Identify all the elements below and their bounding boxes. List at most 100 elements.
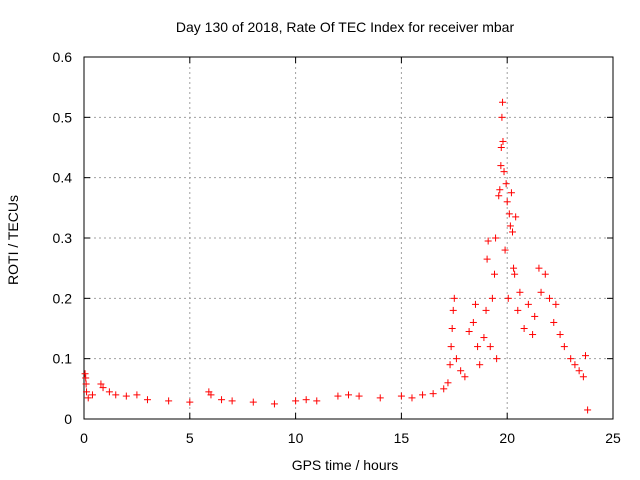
data-point — [397, 392, 405, 400]
y-tick-label: 0 — [64, 411, 72, 427]
data-point — [143, 396, 151, 404]
data-point — [541, 270, 549, 278]
grid-lines — [84, 57, 613, 419]
data-point — [571, 361, 579, 369]
data-point — [165, 397, 173, 405]
data-point — [486, 343, 494, 351]
data-point — [535, 264, 543, 272]
data-point — [218, 396, 226, 404]
data-point — [550, 318, 558, 326]
data-point — [429, 390, 437, 398]
data-point — [355, 392, 363, 400]
data-point — [474, 343, 482, 351]
data-point — [476, 361, 484, 369]
y-tick-label: 0.2 — [53, 290, 73, 306]
data-point — [440, 385, 448, 393]
data-point — [579, 373, 587, 381]
data-point — [581, 352, 589, 360]
x-tick-label: 15 — [394, 430, 410, 446]
data-point — [447, 343, 455, 351]
y-tick-label: 0.5 — [53, 109, 73, 125]
chart-title: Day 130 of 2018, Rate Of TEC Index for r… — [176, 19, 515, 35]
data-point — [531, 312, 539, 320]
data-point — [99, 384, 107, 392]
data-point — [502, 180, 510, 188]
data-point — [82, 380, 90, 388]
data-point — [499, 98, 507, 106]
data-point — [270, 400, 278, 408]
data-point — [419, 391, 427, 399]
data-point — [302, 396, 310, 404]
x-axis-label: GPS time / hours — [292, 457, 399, 473]
data-point — [292, 397, 300, 405]
data-point — [584, 406, 592, 414]
data-point — [500, 168, 508, 176]
data-point — [529, 331, 537, 339]
data-point — [501, 246, 509, 254]
data-point — [556, 331, 564, 339]
data-point — [452, 355, 460, 363]
data-point — [207, 391, 215, 399]
data-point — [506, 222, 514, 230]
data-point — [546, 294, 554, 302]
y-tick-label: 0.3 — [53, 230, 73, 246]
data-point — [480, 334, 488, 342]
data-point — [444, 379, 452, 387]
data-point — [495, 192, 503, 200]
data-point — [511, 270, 519, 278]
data-point — [228, 397, 236, 405]
data-point — [469, 318, 477, 326]
data-point — [408, 394, 416, 402]
data-point — [482, 306, 490, 314]
data-point — [457, 367, 465, 375]
data-point — [508, 228, 516, 236]
data-point — [376, 394, 384, 402]
data-point — [483, 255, 491, 263]
data-point — [504, 294, 512, 302]
data-point — [496, 186, 504, 194]
data-point — [497, 144, 505, 151]
x-tick-label: 20 — [499, 430, 515, 446]
data-point — [491, 270, 499, 278]
data-point — [560, 343, 568, 351]
data-point — [567, 355, 575, 363]
data-point — [84, 394, 92, 402]
data-point — [186, 398, 194, 406]
y-axis-ticks: 0 0.1 0.2 0.3 0.4 0.5 0.6 — [53, 49, 613, 427]
data-point — [345, 391, 352, 399]
data-point — [497, 162, 505, 170]
data-point — [484, 237, 492, 245]
y-tick-label: 0.4 — [53, 170, 73, 186]
x-tick-label: 0 — [80, 430, 88, 446]
data-point — [83, 388, 91, 396]
data-point — [133, 391, 141, 399]
data-point — [503, 198, 511, 206]
data-point — [505, 210, 513, 218]
data-point — [249, 398, 257, 406]
data-point — [461, 373, 469, 381]
data-point — [446, 361, 454, 369]
data-point — [499, 137, 507, 145]
data-point — [122, 392, 130, 400]
data-point — [465, 328, 473, 336]
x-tick-label: 10 — [288, 430, 304, 446]
data-point — [82, 374, 90, 382]
data-point — [512, 213, 520, 221]
data-point — [510, 264, 518, 272]
data-point — [488, 294, 496, 302]
y-tick-label: 0.6 — [53, 49, 73, 65]
data-points — [81, 98, 592, 414]
data-point — [514, 306, 522, 314]
data-point — [112, 391, 120, 399]
data-point — [520, 325, 528, 332]
data-point — [334, 392, 342, 400]
data-point — [498, 113, 506, 121]
plot-frame — [83, 56, 614, 420]
data-point — [537, 288, 545, 296]
data-point — [471, 300, 479, 308]
data-point — [313, 397, 321, 405]
data-point — [448, 325, 456, 332]
data-point — [492, 234, 500, 242]
data-point — [552, 300, 560, 308]
